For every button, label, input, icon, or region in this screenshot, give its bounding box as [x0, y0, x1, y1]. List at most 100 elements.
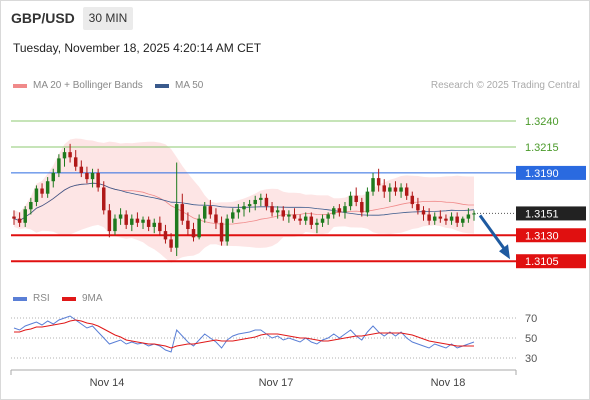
candle	[17, 212, 22, 227]
candle	[130, 214, 134, 232]
candle	[118, 208, 123, 225]
symbol-title: GBP/USD	[11, 10, 75, 26]
candle-body	[354, 195, 358, 203]
candle	[191, 222, 196, 242]
candle	[62, 147, 67, 167]
legend-label: MA 20 + Bollinger Bands	[33, 80, 143, 91]
candle-body	[169, 239, 173, 248]
candle-body	[303, 216, 308, 221]
candle-body	[472, 213, 476, 215]
candle	[365, 187, 370, 217]
candle-body	[259, 197, 263, 200]
candle-body	[438, 216, 443, 219]
candle	[214, 208, 218, 230]
candle-body	[270, 206, 274, 213]
candle-body	[34, 188, 39, 203]
candle	[376, 168, 381, 192]
candle-body	[40, 188, 44, 194]
candle	[40, 183, 44, 198]
candle-body	[332, 208, 336, 215]
candle	[29, 197, 33, 215]
candle-body	[135, 218, 140, 223]
candle	[348, 191, 353, 211]
rsi-line	[13, 315, 475, 353]
candle-body	[343, 206, 347, 213]
legend-bollinger: MA 20 + Bollinger Bands	[13, 80, 143, 91]
candle-body	[186, 220, 190, 230]
candle	[113, 214, 117, 236]
candle	[309, 212, 314, 230]
candle	[264, 193, 269, 211]
candle	[449, 212, 454, 225]
candle-body	[90, 172, 95, 180]
candle	[141, 216, 145, 230]
level-tag-1.3130	[516, 228, 586, 243]
candle	[225, 214, 229, 246]
candle	[186, 212, 190, 236]
candle	[208, 199, 213, 219]
candle-body	[12, 216, 16, 219]
candle	[371, 172, 375, 196]
candle-body	[399, 187, 403, 192]
candle	[68, 143, 72, 163]
candle-body	[326, 214, 330, 219]
candle	[236, 204, 241, 219]
candle-body	[124, 214, 128, 225]
candle	[421, 206, 426, 221]
candle	[461, 216, 465, 227]
candle	[444, 214, 448, 225]
candle	[219, 216, 224, 246]
candle-body	[287, 214, 291, 217]
candle	[382, 179, 386, 198]
legend-rsi-ma: 9MA	[62, 293, 103, 304]
candle	[326, 212, 330, 225]
candle	[315, 218, 319, 234]
candle-body	[45, 181, 50, 194]
candle-body	[382, 185, 386, 192]
level-label-1.3215: 1.3215	[525, 142, 559, 154]
candle-body	[371, 178, 375, 192]
candle-body	[449, 216, 454, 221]
candle	[298, 214, 302, 225]
legend-label: 9MA	[82, 293, 103, 304]
timeframe-badge[interactable]: 30 MIN	[83, 7, 133, 30]
candle	[231, 208, 235, 223]
candle-body	[141, 219, 145, 223]
candle-body	[281, 210, 286, 217]
candle-body	[432, 216, 437, 221]
candle-body	[163, 231, 168, 240]
candle-body	[315, 222, 319, 225]
x-tick-label: Nov 14	[90, 377, 125, 389]
x-tick-label: Nov 18	[431, 377, 466, 389]
level-tag-1.3105	[516, 254, 586, 269]
candle	[416, 197, 420, 215]
candle-body	[146, 219, 151, 227]
candle	[107, 204, 112, 238]
candle	[45, 177, 50, 198]
candle	[427, 208, 431, 225]
candle-body	[337, 208, 342, 213]
candle-body	[180, 204, 185, 221]
rsi-level-label-30: 30	[525, 353, 537, 365]
candle	[253, 195, 257, 211]
candle	[281, 206, 286, 221]
candle-body	[118, 214, 123, 219]
candle	[455, 212, 459, 227]
candle-body	[174, 204, 179, 248]
candle-body	[242, 206, 246, 210]
candle-body	[264, 197, 269, 207]
candle-body	[102, 187, 106, 211]
legend-swatch	[13, 296, 27, 301]
candle	[287, 210, 291, 223]
candle-body	[23, 209, 27, 223]
candle	[275, 206, 280, 219]
candle	[360, 197, 364, 217]
legend-swatch	[13, 83, 27, 88]
candle	[146, 216, 151, 232]
candle-body	[208, 206, 213, 215]
candle-body	[85, 172, 89, 180]
candle	[259, 193, 263, 207]
candle-body	[461, 218, 465, 223]
candle-body	[202, 206, 207, 219]
forecast-arrow-shaft	[478, 214, 508, 253]
